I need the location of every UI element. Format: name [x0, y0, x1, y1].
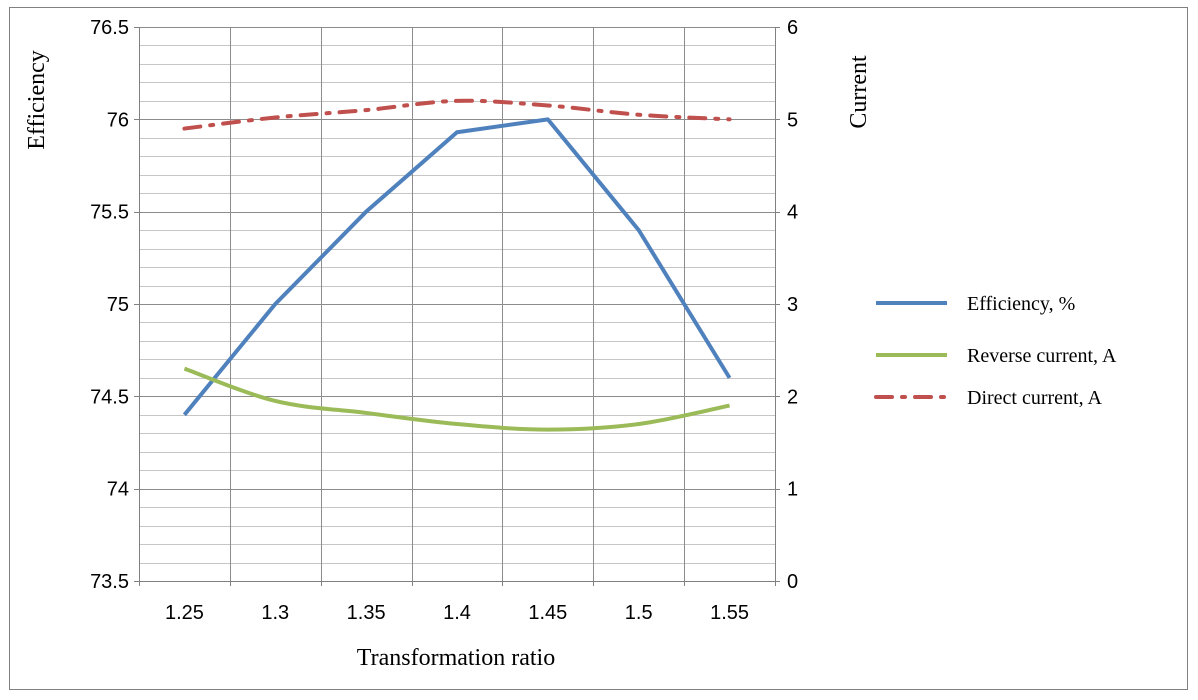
y-axis-title-left: Efficiency: [24, 50, 50, 150]
axes: [134, 27, 780, 586]
x-tick-label: 1.3: [261, 602, 289, 624]
data-point: [728, 404, 732, 408]
data-point: [273, 399, 277, 403]
series-line: [183, 366, 730, 432]
x-tick-label: 1.45: [528, 602, 567, 624]
legend-label: Direct current, A: [967, 387, 1102, 409]
data-point: [637, 113, 641, 117]
data-point: [273, 115, 277, 119]
legend: Efficiency, % Reverse current, A Direct cu…: [874, 293, 1117, 409]
y-left-tick-label: 74: [107, 479, 129, 501]
y-left-tick-label: 76: [107, 109, 129, 131]
x-tick-label: 1.5: [625, 602, 653, 624]
data-point: [364, 210, 368, 214]
data-point: [546, 428, 550, 432]
series-layer: [182, 98, 732, 432]
y-right-tick-label: 1: [787, 479, 798, 501]
y-right-tick-label: 6: [787, 17, 798, 39]
data-point: [546, 103, 550, 107]
series-1: [182, 117, 732, 417]
data-point: [364, 108, 368, 112]
data-point: [637, 422, 641, 426]
data-point: [182, 127, 186, 131]
legend-label: Efficiency, %: [967, 293, 1075, 315]
data-point: [546, 117, 550, 121]
x-tick-label: 1.25: [165, 602, 204, 624]
y-left-tick-label: 76.5: [90, 17, 129, 39]
chart-border: [9, 7, 1188, 690]
data-point: [728, 376, 732, 380]
x-tick-label: 1.4: [443, 602, 471, 624]
legend-label: Reverse current, A: [967, 345, 1117, 367]
data-point: [455, 422, 459, 426]
y-left-tick-label: 75.5: [90, 202, 129, 224]
y-right-tick-label: 4: [787, 202, 798, 224]
y-right-tick-label: 0: [787, 571, 798, 593]
y-axis-title-right: Current: [846, 55, 872, 129]
y-left-tick-label: 73.5: [90, 571, 129, 593]
data-point: [455, 99, 459, 103]
series-3: [182, 98, 732, 131]
tick-labels: 73.5 74 74.5 75 75.5 76 76.5 0 1 2 3 4 5 6 1.25 1.3 1.35…: [90, 17, 798, 624]
data-point: [364, 411, 368, 415]
series-2: [182, 366, 732, 432]
x-tick-label: 1.35: [347, 602, 386, 624]
data-point: [455, 130, 459, 134]
series-line: [182, 98, 732, 131]
x-axis-title: Transformation ratio: [357, 645, 555, 671]
x-tick-label: 1.55: [710, 602, 749, 624]
y-right-tick-label: 3: [787, 294, 798, 316]
data-point: [182, 413, 186, 417]
y-left-tick-label: 75: [107, 294, 129, 316]
y-right-tick-label: 5: [787, 109, 798, 131]
series-line: [182, 117, 732, 417]
y-left-tick-label: 74.5: [90, 386, 129, 408]
data-point: [637, 228, 641, 232]
data-point: [728, 117, 732, 121]
data-point: [182, 367, 186, 371]
data-point: [273, 302, 277, 306]
y-right-tick-label: 2: [787, 386, 798, 408]
